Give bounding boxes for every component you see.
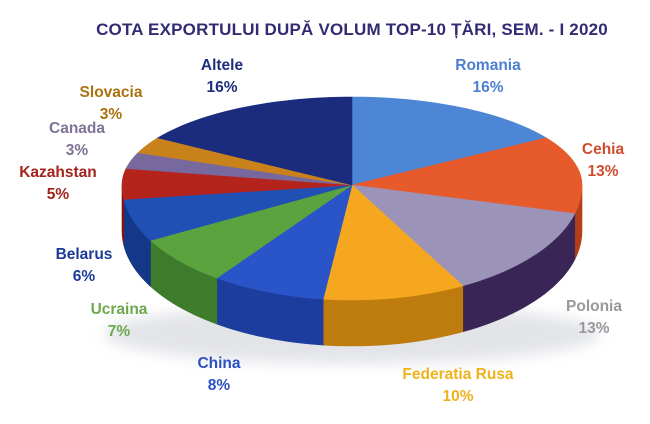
pie-label-percent: 13% <box>587 163 619 180</box>
pie-label-percent: 7% <box>107 323 131 340</box>
pie-label-percent: 6% <box>72 268 96 285</box>
pie-label-slovacia: Slovacia 3% <box>80 82 143 126</box>
pie-label-percent: 5% <box>46 186 70 203</box>
pie-label-name: Federatia Rusa <box>402 366 514 383</box>
pie-label-name: Cehia <box>581 141 625 158</box>
pie-label-china: China 8% <box>197 353 240 397</box>
pie-label-altele: Altele 16% <box>201 55 243 99</box>
pie-slice-kazahstan <box>121 168 353 200</box>
pie-slice-federatia-rusa <box>322 184 464 301</box>
pie-label-name: Canada <box>49 120 105 137</box>
pie-label-federatia-rusa: Federatia Rusa 10% <box>402 364 513 408</box>
pie-label-name: Belarus <box>55 246 113 263</box>
pie-slice-altele <box>157 96 353 186</box>
pie-label-percent: 3% <box>65 142 89 159</box>
pie-label-canada: Canada 3% <box>49 118 105 162</box>
pie-slice-slovacia <box>137 137 353 186</box>
pie-label-belarus: Belarus 6% <box>56 244 113 288</box>
pie-label-kazahstan: Kazahstan 5% <box>19 162 97 206</box>
pie-label-percent: 8% <box>207 377 231 394</box>
pie-label-percent: 16% <box>206 79 238 96</box>
pie-label-name: Romania <box>455 57 521 74</box>
pie-slice-ucraina <box>149 184 353 279</box>
pie-label-percent: 3% <box>99 106 123 123</box>
pie-label-percent: 13% <box>578 320 610 337</box>
pie-label-ucraina: Ucraina 7% <box>91 299 148 343</box>
pie-slice-polonia <box>351 184 576 287</box>
pie-label-name: Slovacia <box>79 84 143 101</box>
pie-label-name: China <box>197 355 241 372</box>
pie-slice-china <box>216 184 353 300</box>
pie-label-name: Polonia <box>566 298 622 315</box>
pie-label-name: Kazahstan <box>19 164 97 181</box>
pie-label-percent: 10% <box>442 388 474 405</box>
pie-slice-belarus <box>123 184 353 241</box>
pie-slice-cehia <box>351 137 583 214</box>
pie-rim <box>121 184 583 347</box>
pie-label-romania: Romania 16% <box>455 55 520 99</box>
pie-label-percent: 16% <box>472 79 504 96</box>
pie-slice-romania <box>351 96 547 186</box>
chart-title: COTA EXPORTULUI DUPĂ VOLUM TOP-10 ȚĂRI, … <box>96 20 608 39</box>
pie-label-polonia: Polonia 13% <box>566 296 622 340</box>
pie-label-cehia: Cehia 13% <box>582 139 624 183</box>
pie-label-name: Ucraina <box>90 301 148 318</box>
pie-slice-canada <box>125 152 353 186</box>
pie-slices <box>121 96 583 301</box>
pie-label-name: Altele <box>200 57 244 74</box>
